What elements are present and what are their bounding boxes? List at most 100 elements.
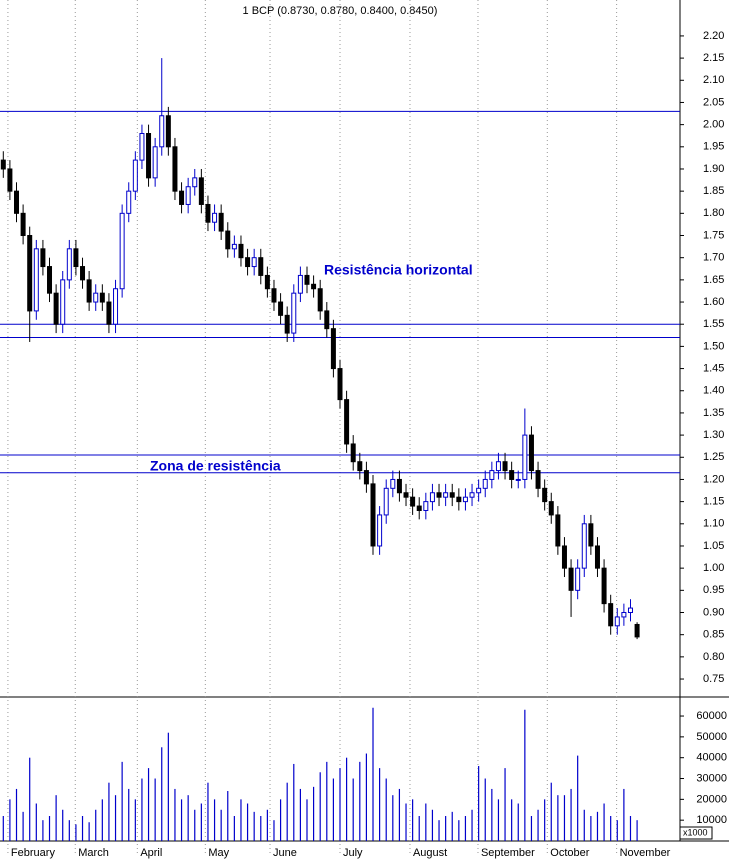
candle-body (561, 545, 567, 569)
candle-body (40, 248, 46, 268)
y-tick-label: 1.35 (703, 407, 724, 419)
candle-body (522, 434, 528, 480)
candle-body (403, 492, 409, 498)
candle-body (146, 133, 152, 179)
y-tick-label: 1.05 (703, 540, 724, 552)
candle-body (47, 266, 53, 294)
candle-body (588, 523, 594, 547)
candle-body (126, 190, 132, 214)
x-tick-label: May (208, 847, 229, 859)
y-tick-label: 2.00 (703, 119, 724, 131)
candle-body (489, 470, 495, 480)
y-tick-label: 20000 (696, 793, 727, 805)
volume-unit: x1000 (683, 827, 708, 837)
candle-body (482, 478, 488, 489)
candle-body (185, 186, 191, 205)
candle-body (370, 483, 376, 547)
candle-body (330, 328, 336, 370)
candle-body (324, 310, 330, 330)
candle-body (456, 496, 462, 503)
y-tick-label: 1.55 (703, 318, 724, 330)
candle-body (106, 301, 112, 325)
candle-body (53, 292, 59, 325)
y-tick-label: 2.10 (703, 74, 724, 86)
candle-body (390, 478, 396, 489)
y-tick-label: 10000 (696, 814, 727, 826)
candle-body (357, 461, 363, 472)
y-tick-label: 1.10 (703, 518, 724, 530)
candle-body (33, 248, 39, 312)
candle-body (542, 487, 548, 503)
candle-body (337, 368, 343, 401)
candle-body (509, 470, 515, 480)
candle-body (476, 487, 482, 494)
candle-body (264, 274, 270, 290)
candle-body (581, 523, 587, 569)
candle-body (0, 159, 6, 170)
annotation: Zona de resistência (150, 458, 281, 474)
y-tick-label: 50000 (696, 731, 727, 743)
candle-body (555, 514, 561, 547)
candle-body (73, 248, 79, 268)
candle-body (449, 492, 455, 498)
unit-box (679, 826, 713, 840)
y-tick-label: 2.15 (703, 52, 724, 64)
candle-body (212, 212, 218, 223)
x-tick-label: November (620, 847, 671, 859)
candle-body (271, 288, 277, 303)
candle-body (317, 288, 323, 312)
candle-body (601, 567, 607, 605)
y-tick-label: 0.80 (703, 651, 724, 663)
candle-body (548, 501, 554, 516)
candle-body (152, 146, 158, 179)
candle-body (205, 203, 211, 223)
candle-body (14, 190, 20, 214)
x-tick-label: September (481, 847, 535, 859)
candle-body (27, 235, 33, 312)
candle-body (443, 492, 449, 498)
candle-body (119, 212, 125, 290)
candle-body (198, 177, 204, 205)
annotation: Resistência horizontal (324, 262, 473, 278)
candle-body (284, 314, 290, 334)
y-tick-label: 1.30 (703, 429, 724, 441)
candle-body (344, 399, 350, 445)
x-tick-label: February (11, 847, 56, 859)
y-tick-label: 1.70 (703, 252, 724, 264)
y-tick-label: 1.85 (703, 185, 724, 197)
chart-title: 1 BCP (0.8730, 0.8780, 0.8400, 0.8450) (243, 5, 438, 17)
x-tick-label: April (140, 847, 162, 859)
candle-body (396, 478, 402, 494)
candle-body (20, 212, 26, 237)
candle-body (86, 279, 92, 303)
candle-body (350, 443, 356, 463)
candle-body (225, 230, 231, 250)
candle-body (528, 434, 534, 472)
y-tick-label: 1.25 (703, 451, 724, 463)
candle-body (93, 292, 99, 303)
candle-body (297, 274, 303, 294)
candle-body (502, 461, 508, 472)
candle-body (311, 283, 317, 290)
candle-body (99, 292, 105, 303)
candle-body (238, 243, 244, 259)
candle-body (192, 177, 198, 188)
candle-body (423, 501, 429, 511)
candle-body (568, 567, 574, 591)
candle-body (291, 292, 297, 334)
candle-body (278, 301, 284, 316)
y-tick-label: 2.05 (703, 96, 724, 108)
y-tick-label: 1.60 (703, 296, 724, 308)
y-tick-label: 0.75 (703, 673, 724, 685)
candle-body (436, 492, 442, 498)
y-tick-label: 1.65 (703, 274, 724, 286)
candle-body (495, 461, 501, 472)
candle-body (258, 257, 264, 276)
x-tick-label: June (273, 847, 297, 859)
y-tick-label: 1.80 (703, 207, 724, 219)
candle-body (575, 567, 581, 591)
candle-body (594, 545, 600, 569)
